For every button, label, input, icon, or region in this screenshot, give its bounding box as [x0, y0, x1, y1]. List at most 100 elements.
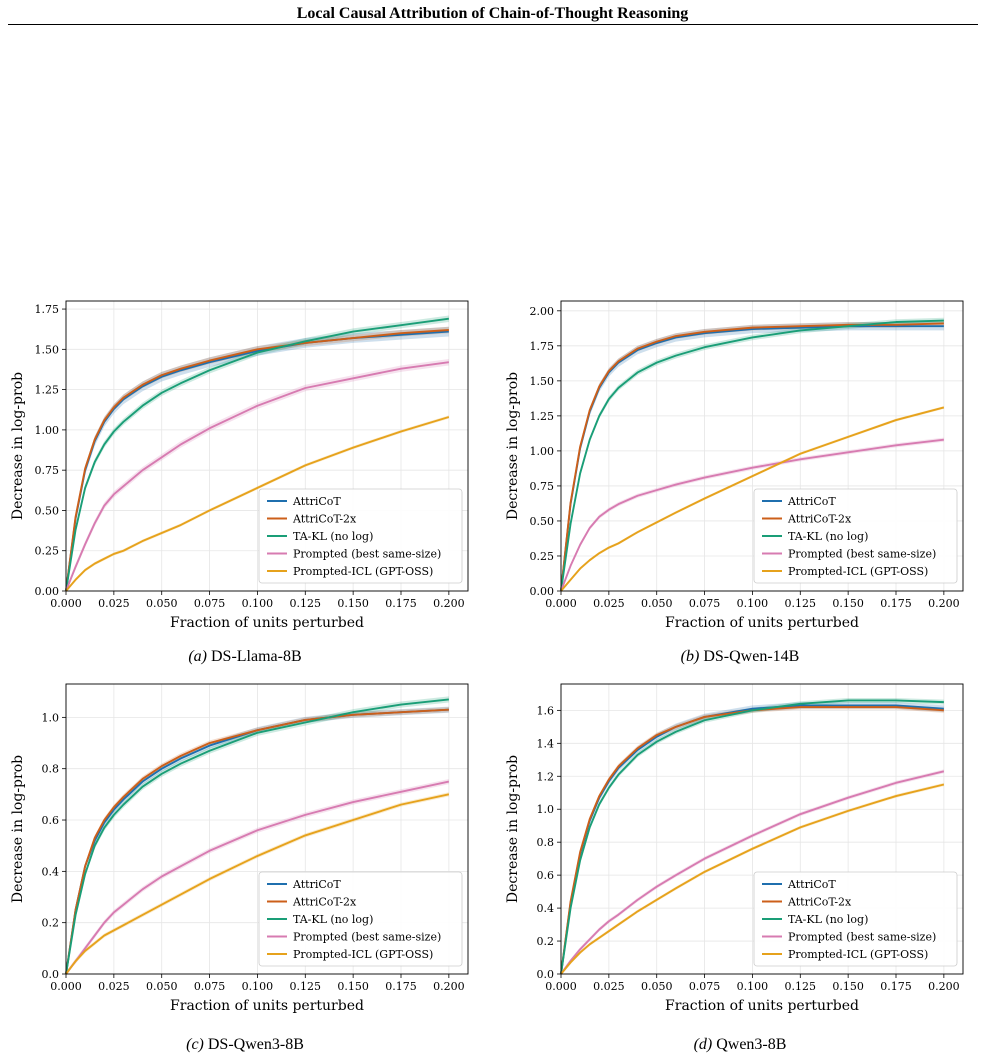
caption-a: (a) DS-Llama-8B [0, 648, 490, 666]
y-tick-label: 1.00 [530, 445, 555, 458]
series-line-1 [65, 329, 449, 592]
figure-panel-d: 0.000 0.025 0.050 0.075 0.100 0.125 0.150 0.175… [495, 673, 985, 1053]
y-tick-label: 0.4 [42, 865, 60, 878]
series-line-1 [560, 322, 944, 592]
series-line-4 [560, 783, 945, 975]
x-tick-label: 0.150 [337, 597, 369, 610]
series-line-2 [560, 699, 944, 975]
legend-box [258, 871, 463, 967]
y-tick-label: 1.0 [42, 711, 60, 724]
x-axis-label: Fraction of units perturbed [665, 615, 859, 631]
series-group [65, 315, 450, 592]
series-line-3 [65, 361, 449, 592]
ticks: 0.000 0.025 0.050 0.075 0.100 0.125 0.150 0.175… [42, 711, 465, 993]
legend-label-1: AttriCoT-2x [787, 513, 852, 526]
plot-frame [65, 300, 469, 592]
series-group [560, 698, 945, 975]
caption-c: (c) DS-Qwen3-8B [0, 1036, 490, 1054]
caption-text: Qwen3-8B [716, 1036, 787, 1053]
ticks: 0.000 0.025 0.050 0.075 0.100 0.125 0.150 0.175… [530, 305, 960, 610]
legend-label-3: Prompted (best same-size) [293, 548, 441, 561]
y-tick-label: 0.2 [42, 917, 60, 930]
y-tick-label: 1.00 [35, 424, 60, 437]
x-tick-label: 0.175 [385, 980, 417, 993]
y-tick-label: 0.25 [530, 550, 555, 563]
legend-label-3: Prompted (best same-size) [293, 931, 441, 944]
caption-text: DS-Qwen-14B [703, 648, 800, 665]
y-tick-label: 1.75 [530, 340, 555, 353]
page-title: Local Causal Attribution of Chain-of-Tho… [296, 5, 689, 22]
legend-label-2: TA-KL (no log) [788, 530, 868, 543]
x-tick-label: 0.175 [385, 597, 417, 610]
x-tick-label: 0.000 [50, 597, 82, 610]
x-tick-label: 0.050 [641, 980, 673, 993]
y-tick-label: 1.0 [537, 803, 555, 816]
header-rule [8, 24, 978, 25]
y-tick-label: 1.50 [35, 343, 60, 356]
x-tick-label: 0.150 [832, 597, 864, 610]
x-tick-label: 0.200 [928, 980, 960, 993]
x-tick-label: 0.075 [689, 597, 721, 610]
x-tick-label: 0.200 [433, 597, 465, 610]
series-line-2 [560, 319, 944, 592]
caption-letter: (c) [186, 1036, 204, 1053]
chart-c: 0.000 0.025 0.050 0.075 0.100 0.125 0.150 0.175… [10, 683, 469, 1014]
y-tick-label: 0.00 [530, 585, 555, 598]
series-group [560, 317, 945, 592]
legend-label-3: Prompted (best same-size) [788, 548, 936, 561]
y-axis-label: Decrease in log-prob [505, 372, 521, 520]
series-group [65, 696, 450, 975]
y-tick-label: 1.2 [537, 770, 555, 783]
figure-panel-b: 0.000 0.025 0.050 0.075 0.100 0.125 0.150 0.175… [495, 290, 985, 665]
legend-label-1: AttriCoT-2x [787, 896, 852, 909]
y-tick-label: 0.4 [537, 902, 555, 915]
x-tick-label: 0.075 [689, 980, 721, 993]
y-tick-label: 0.50 [35, 504, 60, 517]
x-tick-label: 0.125 [785, 597, 817, 610]
y-tick-label: 0.0 [42, 968, 60, 981]
chart-b: 0.000 0.025 0.050 0.075 0.100 0.125 0.150 0.175… [505, 300, 964, 631]
legend-box [753, 871, 958, 967]
legend-label-0: AttriCoT [292, 878, 341, 891]
y-tick-label: 0.6 [42, 814, 60, 827]
x-tick-label: 0.050 [641, 597, 673, 610]
series-line-4 [560, 406, 945, 592]
legend-label-2: TA-KL (no log) [293, 913, 373, 926]
x-tick-label: 0.125 [290, 980, 322, 993]
legend-label-0: AttriCoT [787, 495, 836, 508]
y-tick-label: 0.2 [537, 935, 555, 948]
x-tick-label: 0.100 [242, 980, 274, 993]
x-tick-label: 0.025 [593, 980, 625, 993]
legend-label-2: TA-KL (no log) [293, 530, 373, 543]
ticks: 0.000 0.025 0.050 0.075 0.100 0.125 0.150 0.175… [537, 704, 960, 993]
x-tick-label: 0.150 [337, 980, 369, 993]
x-tick-label: 0.075 [194, 597, 226, 610]
x-tick-label: 0.000 [545, 980, 577, 993]
legend-label-0: AttriCoT [292, 495, 341, 508]
legend-label-4: Prompted-ICL (GPT-OSS) [293, 948, 433, 961]
legend-label-1: AttriCoT-2x [292, 896, 357, 909]
y-tick-label: 1.75 [35, 303, 60, 316]
y-tick-label: 1.4 [537, 737, 555, 750]
legend: AttriCoT AttriCoT-2x TA-KL (no log) Prompte… [258, 871, 463, 967]
x-tick-label: 0.200 [433, 980, 465, 993]
legend-label-4: Prompted-ICL (GPT-OSS) [788, 565, 928, 578]
x-tick-label: 0.025 [593, 597, 625, 610]
y-tick-label: 1.25 [530, 410, 555, 423]
legend-label-3: Prompted (best same-size) [788, 931, 936, 944]
figure-panel-a: 0.000 0.025 0.050 0.075 0.100 0.125 0.150 0.175… [0, 290, 490, 665]
y-axis-label: Decrease in log-prob [10, 372, 26, 520]
y-tick-label: 0.75 [530, 480, 555, 493]
x-tick-label: 0.050 [146, 980, 178, 993]
y-tick-label: 1.25 [35, 384, 60, 397]
grid [65, 301, 468, 592]
x-tick-label: 0.000 [545, 597, 577, 610]
series-line-4 [65, 416, 450, 592]
plot-frame [560, 683, 964, 975]
caption-text: DS-Llama-8B [211, 648, 302, 665]
chart-d: 0.000 0.025 0.050 0.075 0.100 0.125 0.150 0.175… [505, 683, 964, 1014]
y-axis-label: Decrease in log-prob [10, 755, 26, 903]
y-tick-label: 0.8 [537, 836, 555, 849]
x-axis-label: Fraction of units perturbed [170, 998, 364, 1014]
x-tick-label: 0.075 [194, 980, 226, 993]
